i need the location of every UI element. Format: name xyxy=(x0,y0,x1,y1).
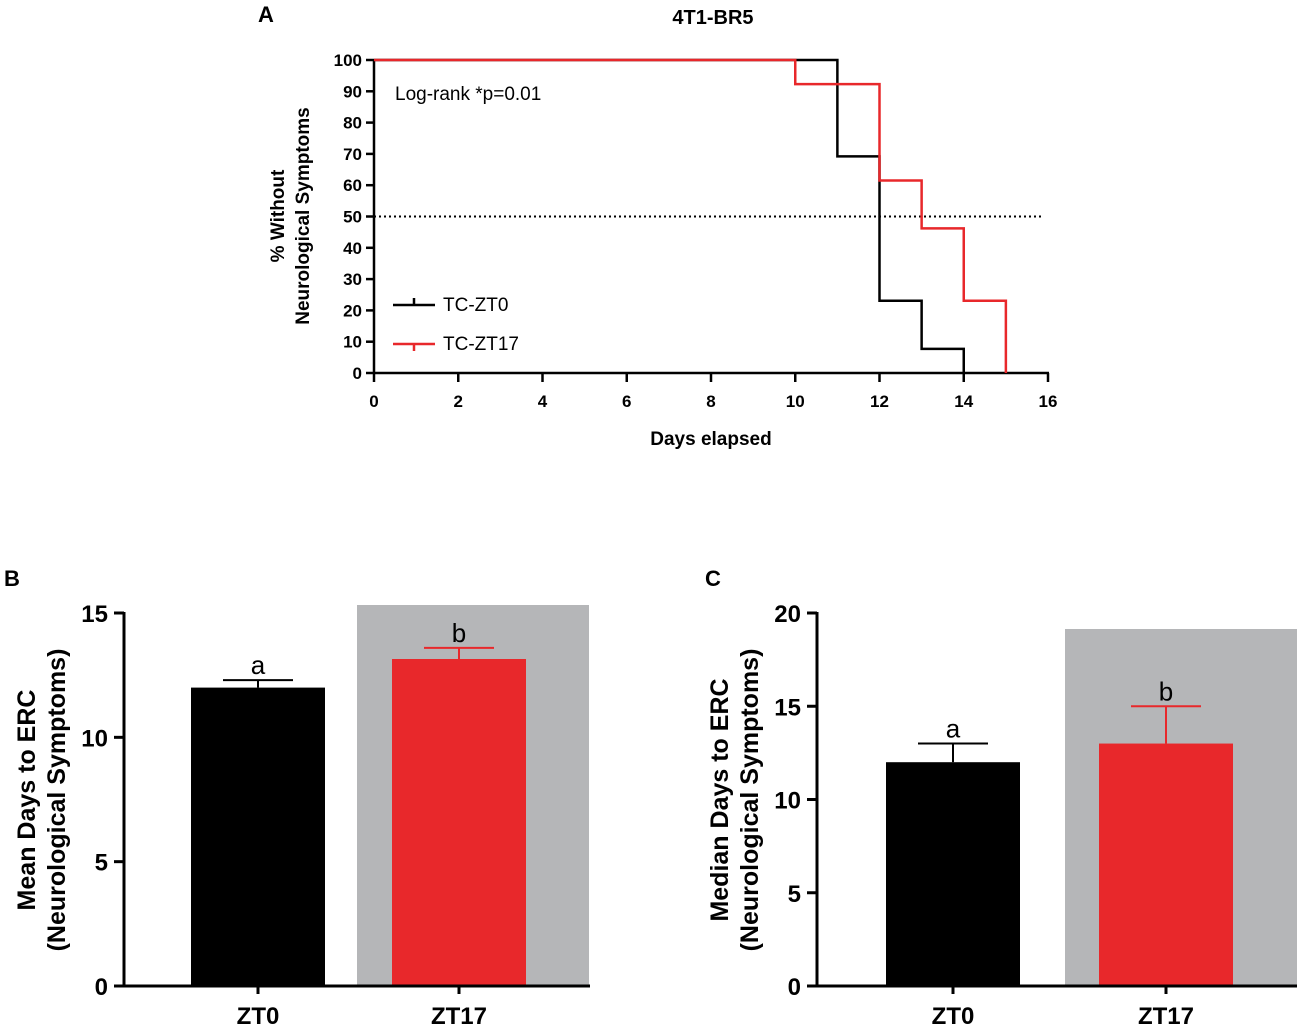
c-y-axis-title-line1: Median Days to ERC xyxy=(706,678,734,921)
b-sig-letter-zt0: a xyxy=(251,650,266,680)
y-tick-label: 90 xyxy=(343,82,362,101)
c-x-tick-label-zt0: ZT0 xyxy=(932,1003,975,1030)
b-bar-zt0 xyxy=(191,687,325,986)
y-axis-title-line2: Neurological Symptoms xyxy=(293,107,314,325)
panel-letter-a: A xyxy=(258,2,274,27)
b-y-tick-label: 5 xyxy=(95,850,108,877)
y-tick-label: 70 xyxy=(343,145,362,164)
b-y-tick-label: 10 xyxy=(81,725,108,752)
survival-chart: 4T1-BR5 Log-rank *p=0.01 Days elapsed % … xyxy=(268,7,1057,450)
c-y-tick-label: 5 xyxy=(788,881,801,908)
c-sig-letter-zt0: a xyxy=(946,714,961,744)
x-tick-label: 4 xyxy=(538,392,548,411)
c-y-tick-label: 10 xyxy=(774,788,801,815)
legend-entry-zt17: TC-ZT17 xyxy=(393,334,519,355)
c-y-tick-label: 15 xyxy=(774,694,801,721)
b-x-tick-label-zt0: ZT0 xyxy=(237,1003,280,1030)
x-tick-label: 16 xyxy=(1039,392,1058,411)
survival-curve-tc-zt0 xyxy=(374,58,965,373)
y-tick-label: 20 xyxy=(343,301,362,320)
b-y-axis-title-line2: (Neurological Symptoms) xyxy=(43,649,71,952)
c-bar-zt0 xyxy=(886,762,1020,986)
b-y-tick-label: 15 xyxy=(81,601,108,628)
y-tick-label: 50 xyxy=(343,208,362,227)
survival-curve-tc-zt17 xyxy=(374,58,1008,373)
c-sig-letter-zt17: b xyxy=(1159,676,1173,706)
y-tick-label: 10 xyxy=(343,333,362,352)
x-tick-label: 0 xyxy=(369,392,378,411)
b-x-tick-label-zt17: ZT17 xyxy=(431,1003,487,1030)
c-x-tick-label-zt17: ZT17 xyxy=(1138,1003,1194,1030)
b-y-axis-title-line1: Mean Days to ERC xyxy=(13,690,41,911)
legend-entry-zt0: TC-ZT0 xyxy=(393,295,508,316)
c-bar-zt17 xyxy=(1099,743,1233,986)
y-tick-label: 0 xyxy=(353,364,362,383)
logrank-annotation: Log-rank *p=0.01 xyxy=(395,84,541,105)
x-tick-label: 2 xyxy=(454,392,463,411)
median-days-bar-chart: Median Days to ERC (Neurological Symptom… xyxy=(706,601,1297,1030)
c-y-tick-label: 0 xyxy=(788,974,801,1001)
panel-letter-c: C xyxy=(705,566,721,591)
legend-label-zt0: TC-ZT0 xyxy=(443,295,508,316)
c-y-axis-title-line2: (Neurological Symptoms) xyxy=(736,649,764,952)
c-y-tick-label: 20 xyxy=(774,601,801,628)
chart-title: 4T1-BR5 xyxy=(672,7,753,29)
b-y-tick-label: 0 xyxy=(95,974,108,1001)
x-tick-label: 10 xyxy=(786,392,805,411)
y-tick-label: 40 xyxy=(343,239,362,258)
b-bar-zt17 xyxy=(392,659,526,986)
b-sig-letter-zt17: b xyxy=(452,618,466,648)
mean-days-bar-chart: Mean Days to ERC (Neurological Symptoms)… xyxy=(13,601,590,1030)
x-axis-title: Days elapsed xyxy=(650,429,771,450)
y-tick-label: 100 xyxy=(334,51,362,70)
x-tick-label: 14 xyxy=(954,392,973,411)
y-tick-label: 60 xyxy=(343,176,362,195)
y-tick-label: 30 xyxy=(343,270,362,289)
x-tick-label: 8 xyxy=(706,392,715,411)
x-tick-label: 6 xyxy=(622,392,631,411)
x-tick-label: 12 xyxy=(870,392,889,411)
y-tick-label: 80 xyxy=(343,114,362,133)
legend: TC-ZT0 TC-ZT17 xyxy=(393,295,519,355)
y-axis-title-line1: % Without xyxy=(268,169,289,262)
panel-letter-b: B xyxy=(4,566,20,591)
legend-label-zt17: TC-ZT17 xyxy=(443,334,519,355)
